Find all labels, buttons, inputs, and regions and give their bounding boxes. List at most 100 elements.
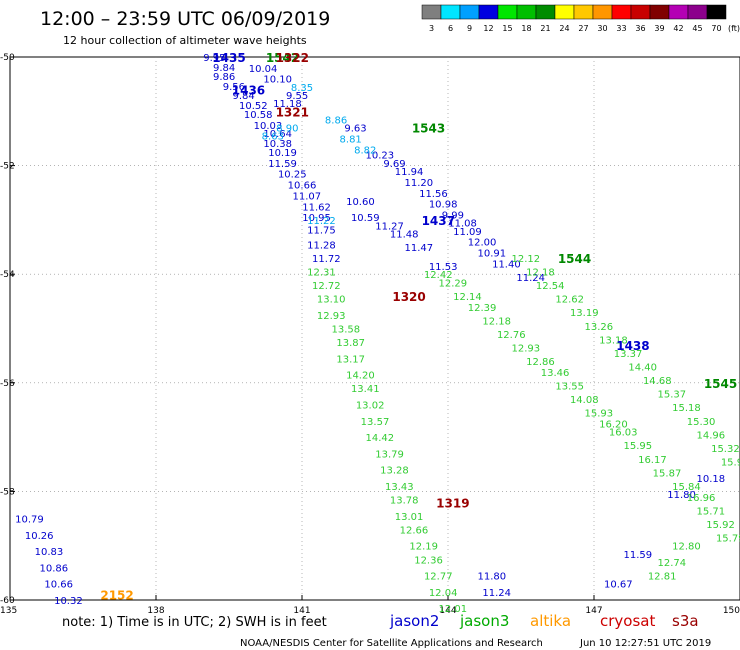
jason3-point: 12.77 (424, 572, 453, 583)
jason3-point: 12.12 (512, 254, 541, 265)
legend-label: 6 (448, 24, 453, 33)
legend-label: 12 (483, 24, 493, 33)
legend-swatch (630, 4, 651, 20)
legend-swatch (573, 4, 594, 20)
jason3-point: 12.14 (453, 292, 482, 303)
legend-label: 3 (429, 24, 434, 33)
jason2-point: 9.95 (203, 53, 225, 64)
color-legend: 3 6 9 12 15 18 21 24 27 30 33 36 39 42 45 70 (ft) (421, 4, 740, 33)
jason3-point: 12.80 (672, 542, 701, 553)
y-axis-ticks: -50 -52 -54 -56 -58 -60 (0, 53, 15, 606)
x-axis-ticks: 135 138 141 144 147 150 (0, 595, 740, 616)
jason3-point: 12.18 (482, 316, 511, 327)
jason2-point: 11.80 (667, 490, 696, 501)
legend-label: 15 (502, 24, 512, 33)
jason3-point: 15.87 (653, 468, 682, 479)
jason2-point: 11.56 (419, 189, 448, 200)
jason3-point: 14.68 (643, 376, 672, 387)
jason3-point: 13.19 (570, 308, 599, 319)
jason3-point: 14.08 (570, 395, 599, 406)
jason3-point: 13.17 (336, 354, 365, 365)
jason2-point: 9.84 (213, 63, 235, 74)
jason3-point: 16.17 (638, 455, 667, 466)
jason3-point: 15.84 (672, 482, 701, 493)
footer-timestamp: Jun 10 12:27:51 UTC 2019 (579, 638, 711, 649)
legend-swatch (440, 4, 461, 20)
jason2-point: 10.38 (263, 139, 292, 150)
jason3-point: 15.37 (658, 390, 687, 401)
jason2-point: 11.62 (302, 202, 331, 213)
jason3-point: 12.36 (414, 555, 443, 566)
y-tick-label: -60 (0, 596, 15, 606)
jason2-point: 9.86 (213, 72, 235, 83)
jason2-point: 10.32 (54, 596, 83, 607)
jason3-point: 13.02 (356, 401, 385, 412)
jason3-point: 13.79 (375, 449, 404, 460)
jason2-point: 11.18 (273, 99, 302, 110)
jason3-point: 12.29 (439, 278, 468, 289)
jason3-point: 13.26 (585, 322, 614, 333)
altika-point: 8.63 (262, 132, 284, 143)
jason2-point: 9.99 (442, 210, 464, 221)
jason3-point: 13.87 (336, 338, 365, 349)
legend-swatch (497, 4, 518, 20)
jason3-point: 12.93 (512, 344, 541, 355)
legend-swatch (611, 4, 632, 20)
jason2-point: 10.26 (25, 531, 54, 542)
jason2-point: 10.83 (35, 547, 64, 558)
jason2-point: 9.56 (223, 82, 245, 93)
jason2-point: 10.04 (249, 64, 278, 75)
legend-swatch (554, 4, 575, 20)
pass-label: 1438 (616, 339, 649, 353)
jason3-point: 15.92 (706, 520, 735, 531)
legend-label: 33 (616, 24, 626, 33)
jason3-point: 13.43 (385, 482, 414, 493)
legend-swatch (478, 4, 499, 20)
jason3-point: 15.71 (696, 506, 725, 517)
jason3-point: 14.20 (346, 371, 375, 382)
data-points: 9.959.849.869.569.8410.5210.5810.0310.64… (15, 53, 740, 615)
jason2-point: 11.24 (516, 273, 545, 284)
x-tick-label: 138 (147, 606, 164, 616)
jason2-point: 10.19 (268, 148, 297, 159)
legend-label: 30 (597, 24, 607, 33)
pass-label: 1545 (704, 377, 737, 391)
jason3-point: 13.55 (555, 382, 584, 393)
legend-label: 27 (578, 24, 588, 33)
jason3-point: 12.18 (526, 267, 555, 278)
jason2-point: 11.53 (429, 262, 458, 273)
jason2-point: 10.10 (263, 75, 292, 86)
pass-label: 2152 (100, 589, 133, 603)
jason3-point: 15.32 (711, 444, 740, 455)
jason2-point: 11.08 (448, 219, 477, 230)
satellite-legend-jason3: jason3 (459, 612, 509, 630)
x-tick-label: 135 (0, 606, 17, 616)
altika-point: 8.82 (354, 145, 376, 156)
jason2-point: 11.80 (477, 572, 506, 583)
x-tick-label: 144 (439, 606, 456, 616)
altika-point: 11.22 (307, 216, 336, 227)
legend-label: 39 (654, 24, 664, 33)
legend-swatch (706, 4, 727, 20)
jason3-point: 12.54 (536, 281, 565, 292)
jason2-point: 10.60 (346, 197, 375, 208)
legend-swatch (516, 4, 537, 20)
footer-note: note: 1) Time is in UTC; 2) SWH is in fe… (62, 615, 327, 630)
legend-label: 45 (692, 24, 702, 33)
legend-swatch (592, 4, 613, 20)
y-tick-label: -54 (0, 270, 15, 280)
x-tick-label: 147 (585, 606, 602, 616)
jason2-point: 10.18 (696, 474, 725, 485)
jason2-point: 12.00 (468, 238, 497, 249)
jason2-point: 11.59 (623, 550, 652, 561)
jason2-point: 11.09 (453, 227, 482, 238)
jason2-point: 10.98 (429, 200, 458, 211)
legend-swatch (459, 4, 480, 20)
altika-point: 8.81 (340, 134, 362, 145)
chart-title: 12:00 – 23:59 UTC 06/09/2019 (40, 8, 330, 30)
jason2-point: 11.24 (482, 588, 511, 599)
jason3-point: 13.37 (614, 349, 643, 360)
jason3-point: 13.78 (390, 496, 419, 507)
jason3-point: 15.99 (721, 458, 740, 469)
jason2-point: 11.75 (307, 226, 336, 237)
